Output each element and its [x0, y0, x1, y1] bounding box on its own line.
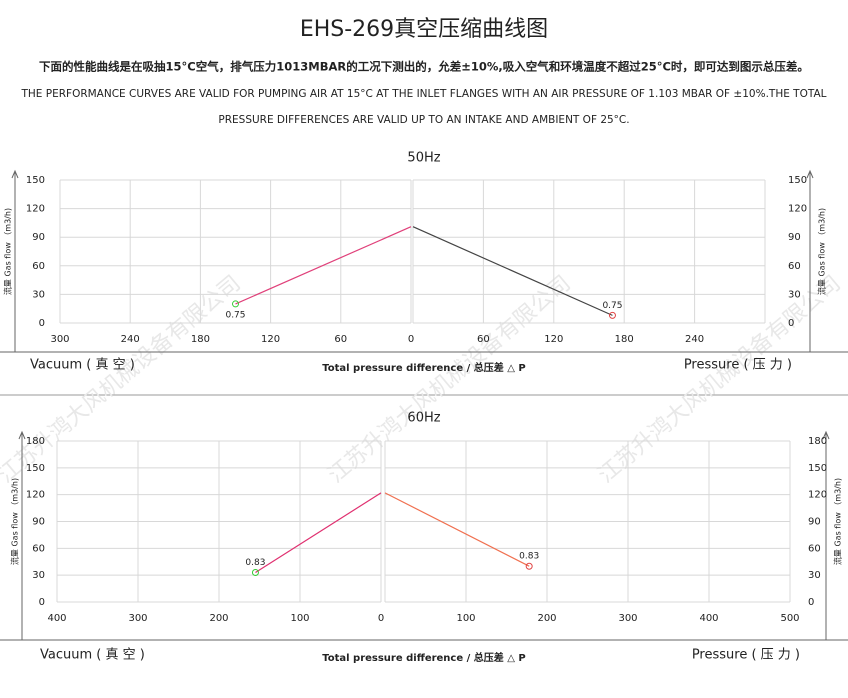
- y-tick-label: 60: [808, 543, 821, 554]
- y-tick-label: 150: [26, 463, 45, 474]
- point-marker: [232, 300, 239, 308]
- x-axis-label: Total pressure difference / 总压差 △ P: [322, 651, 526, 664]
- y-axis-label: 流量 Gas flow （m3/h): [10, 478, 20, 565]
- y-axis-arrow: [11, 169, 19, 179]
- point-label: 0.75: [602, 301, 622, 311]
- y-tick-label: 90: [32, 517, 45, 528]
- x-tick-label: 180: [191, 334, 210, 345]
- y-axis-arrow: [806, 169, 814, 179]
- watermark: 江苏升鸿大风机械设备有限公司: [0, 271, 246, 488]
- left-label: Vacuum ( 真 空 ): [30, 358, 135, 373]
- watermark: 江苏升鸿大风机械设备有限公司: [594, 271, 846, 488]
- x-tick-label: 500: [780, 613, 799, 624]
- y-tick-label: 90: [32, 232, 45, 243]
- y-tick-label: 90: [788, 232, 801, 243]
- x-tick-label: 200: [537, 613, 556, 624]
- x-axis-label: Total pressure difference / 总压差 △ P: [322, 361, 526, 374]
- y-tick-label: 120: [788, 204, 807, 215]
- y-tick-label: 0: [39, 597, 45, 608]
- point-label: 0.75: [225, 310, 245, 320]
- x-tick-label: 100: [456, 613, 475, 624]
- x-tick-label: 240: [685, 334, 704, 345]
- x-tick-label: 300: [128, 613, 147, 624]
- y-axis-arrow: [822, 430, 830, 440]
- y-tick-label: 0: [808, 597, 814, 608]
- y-axis-label: 流量 Gas flow （m3/h): [3, 208, 13, 295]
- y-tick-label: 180: [26, 436, 45, 447]
- x-tick-label: 300: [618, 613, 637, 624]
- left-label: Vacuum ( 真 空 ): [40, 648, 145, 663]
- y-tick-label: 30: [32, 570, 45, 581]
- y-axis-arrow: [18, 430, 26, 440]
- chart-title: 50Hz: [407, 151, 440, 166]
- x-tick-label: 200: [209, 613, 228, 624]
- x-tick-label: 0: [378, 613, 384, 624]
- watermark: 江苏升鸿大风机械设备有限公司: [324, 271, 576, 488]
- y-tick-label: 150: [808, 463, 827, 474]
- point-marker: [608, 311, 616, 319]
- y-tick-label: 120: [808, 490, 827, 501]
- note-en: THE PERFORMANCE CURVES ARE VALID FOR PUM…: [20, 88, 826, 100]
- y-tick-label: 60: [32, 261, 45, 272]
- series-line: [255, 492, 382, 573]
- point-marker: [525, 562, 533, 570]
- note-cn: 下面的性能曲线是在吸抽15°C空气，排气压力1013MBAR的工况下测出的，允差…: [39, 60, 809, 74]
- y-tick-label: 0: [788, 318, 794, 329]
- y-tick-label: 0: [39, 318, 45, 329]
- x-tick-label: 180: [615, 334, 634, 345]
- point-marker: [251, 568, 259, 576]
- y-tick-label: 150: [26, 175, 45, 186]
- y-tick-label: 120: [26, 204, 45, 215]
- y-tick-label: 30: [32, 289, 45, 300]
- y-tick-label: 180: [808, 436, 827, 447]
- y-tick-label: 60: [788, 261, 801, 272]
- y-axis-label: 流量 Gas flow （m3/h): [817, 208, 827, 295]
- page-title: EHS-269真空压缩曲线图: [300, 17, 548, 42]
- x-tick-label: 100: [290, 613, 309, 624]
- x-tick-label: 120: [544, 334, 563, 345]
- note-en: PRESSURE DIFFERENCES ARE VALID UP TO AN …: [218, 114, 629, 126]
- y-tick-label: 60: [32, 543, 45, 554]
- point-label: 0.83: [519, 552, 539, 562]
- x-tick-label: 60: [477, 334, 490, 345]
- x-tick-label: 400: [699, 613, 718, 624]
- x-tick-label: 300: [50, 334, 69, 345]
- series-line: [235, 226, 412, 305]
- y-tick-label: 150: [788, 175, 807, 186]
- x-tick-label: 0: [408, 334, 414, 345]
- y-tick-label: 30: [788, 289, 801, 300]
- series-line: [412, 226, 613, 316]
- right-label: Pressure ( 压 力 ): [684, 358, 792, 373]
- y-tick-label: 90: [808, 517, 821, 528]
- y-tick-label: 120: [26, 490, 45, 501]
- x-tick-label: 120: [261, 334, 280, 345]
- y-tick-label: 30: [808, 570, 821, 581]
- point-label: 0.83: [245, 558, 265, 568]
- x-tick-label: 240: [121, 334, 140, 345]
- right-label: Pressure ( 压 力 ): [692, 648, 800, 663]
- x-tick-label: 60: [334, 334, 347, 345]
- y-axis-label: 流量 Gas flow （m3/h): [833, 478, 843, 565]
- series-line: [384, 492, 530, 567]
- chart-title: 60Hz: [407, 411, 440, 426]
- x-tick-label: 400: [47, 613, 66, 624]
